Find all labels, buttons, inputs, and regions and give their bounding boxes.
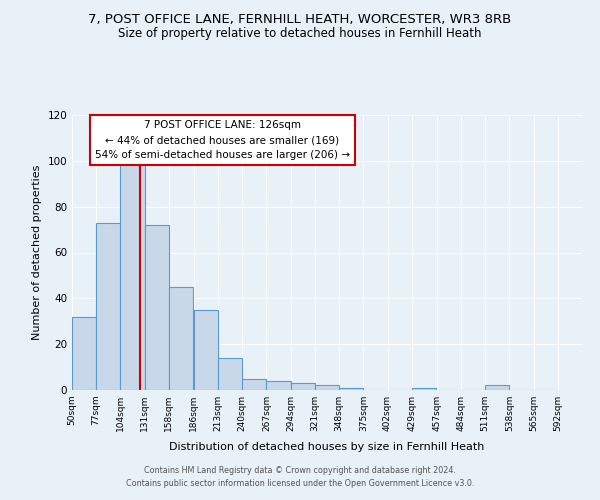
- Text: 7, POST OFFICE LANE, FERNHILL HEATH, WORCESTER, WR3 8RB: 7, POST OFFICE LANE, FERNHILL HEATH, WOR…: [88, 12, 512, 26]
- Text: 7 POST OFFICE LANE: 126sqm
← 44% of detached houses are smaller (169)
54% of sem: 7 POST OFFICE LANE: 126sqm ← 44% of deta…: [95, 120, 350, 160]
- Bar: [194, 310, 218, 390]
- Bar: [485, 386, 509, 390]
- Bar: [242, 378, 266, 390]
- Bar: [266, 381, 290, 390]
- Y-axis label: Number of detached properties: Number of detached properties: [32, 165, 42, 340]
- Bar: [315, 386, 339, 390]
- Bar: [339, 388, 364, 390]
- Bar: [169, 287, 193, 390]
- Bar: [121, 166, 145, 390]
- Bar: [96, 222, 121, 390]
- Text: Contains HM Land Registry data © Crown copyright and database right 2024.
Contai: Contains HM Land Registry data © Crown c…: [126, 466, 474, 487]
- Bar: [290, 383, 315, 390]
- Bar: [412, 388, 436, 390]
- Text: Size of property relative to detached houses in Fernhill Heath: Size of property relative to detached ho…: [118, 28, 482, 40]
- Bar: [218, 358, 242, 390]
- X-axis label: Distribution of detached houses by size in Fernhill Heath: Distribution of detached houses by size …: [169, 442, 485, 452]
- Bar: [72, 316, 96, 390]
- Bar: [145, 225, 169, 390]
